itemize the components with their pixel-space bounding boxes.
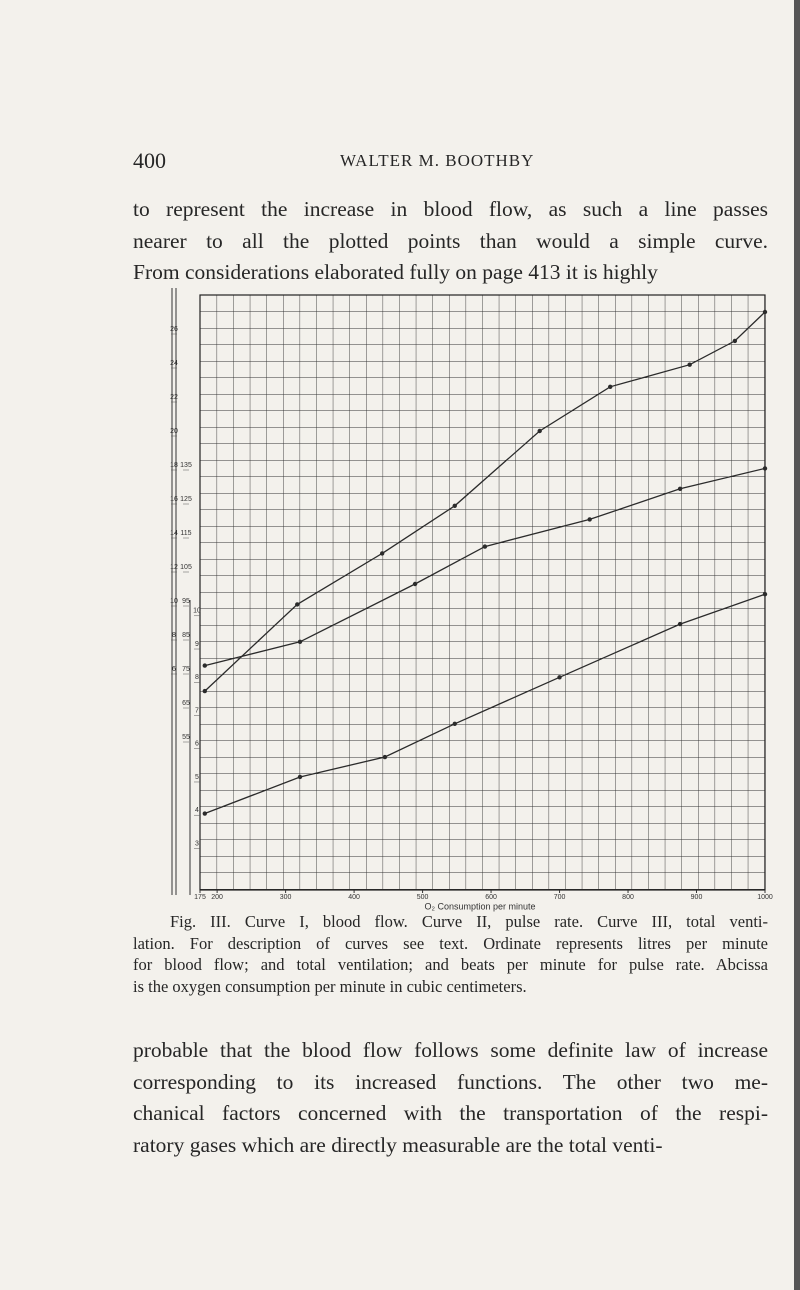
- y-tick-label: 7: [195, 707, 199, 714]
- data-point: [677, 621, 683, 627]
- data-point: [297, 639, 303, 644]
- x-tick-label: 1000: [757, 894, 773, 901]
- data-point: [482, 544, 488, 549]
- x-tick-label: 900: [691, 894, 703, 901]
- x-tick-label: 200: [211, 894, 223, 901]
- y-tick-label: 95: [182, 598, 190, 605]
- y-tick-label: 3: [195, 840, 199, 847]
- data-point: [608, 384, 613, 389]
- running-head: WALTER M. BOOTHBY: [340, 151, 535, 170]
- text-line: for blood flow; and total ventilation; a…: [133, 955, 768, 974]
- x-axis-label: O₂ Consumption per minute: [424, 901, 535, 911]
- y-tick-label: 22: [170, 394, 178, 401]
- y-tick-label: 6: [195, 741, 199, 748]
- y-tick-label: 24: [170, 360, 178, 367]
- y-tick-label: 125: [180, 496, 192, 503]
- y-tick-label: 55: [182, 734, 190, 741]
- x-tick-label: 600: [485, 894, 497, 901]
- text-line: is the oxygen consumption per minute in …: [133, 976, 527, 996]
- graph-paper: [199, 294, 766, 891]
- y-tick-label: 135: [180, 462, 192, 469]
- data-point: [412, 581, 418, 587]
- y-tick-label: 4: [195, 807, 199, 814]
- y-tick-label: 8: [172, 632, 176, 639]
- y-tick-label: 85: [182, 632, 190, 639]
- data-point: [202, 663, 207, 668]
- x-tick-label: 700: [554, 894, 566, 901]
- y-tick-label: 20: [170, 428, 178, 435]
- data-point: [557, 675, 562, 680]
- data-point: [762, 466, 768, 471]
- page-number: 400: [133, 148, 166, 173]
- y-tick-label: 10: [193, 608, 201, 615]
- y-tick-label: 14: [170, 530, 178, 537]
- y-tick-label: 16: [170, 496, 178, 503]
- y-tick-label: 5: [195, 774, 199, 781]
- data-point: [452, 721, 457, 726]
- data-point: [297, 774, 303, 780]
- text-line: ratory gases which are directly measurab…: [133, 1132, 663, 1157]
- y-tick-label: 6: [172, 666, 176, 673]
- y-tick-label: 8: [195, 674, 199, 681]
- text-line: Fig. III. Curve I, blood flow. Curve II,…: [170, 912, 768, 931]
- y-tick-label: 9: [195, 641, 199, 648]
- scan-edge: [794, 0, 800, 1290]
- x-tick-label: 175: [194, 894, 206, 901]
- text-line: probable that the blood flow follows som…: [133, 1038, 768, 1062]
- x-tick-label: 400: [348, 894, 360, 901]
- y-tick-label: 12: [170, 564, 178, 571]
- text-line: corresponding to its increased functions…: [133, 1069, 768, 1094]
- data-point: [677, 486, 683, 491]
- chart: O₂ Consumption per minute 175 200 300 400 50…: [170, 288, 773, 911]
- text-line: chanical factors concerned with the tran…: [133, 1101, 768, 1125]
- data-point: [382, 754, 388, 760]
- data-point: [537, 428, 542, 434]
- text-line: to represent the increase in blood flow,…: [133, 197, 768, 221]
- y-tick-label: 115: [180, 530, 191, 537]
- x-tick-label: 800: [622, 894, 634, 901]
- data-point: [732, 338, 738, 344]
- data-point: [202, 688, 207, 694]
- y-tick-label: 18: [170, 462, 178, 469]
- y-tick-label: 10: [170, 598, 178, 605]
- data-point: [202, 811, 207, 816]
- data-point: [379, 551, 385, 556]
- data-point: [687, 362, 692, 367]
- y-tick-label: 65: [182, 700, 190, 707]
- data-point: [762, 309, 768, 315]
- text-line: From considerations elaborated fully on …: [133, 260, 658, 284]
- data-point: [452, 503, 457, 508]
- y-tick-label: 75: [182, 666, 190, 673]
- x-tick-label: 300: [280, 894, 292, 901]
- data-point: [762, 591, 768, 597]
- text-line: nearer to all the plotted points than wo…: [133, 228, 768, 253]
- data-point: [295, 602, 300, 607]
- y-tick-label: 26: [170, 326, 178, 333]
- y-tick-label: 105: [180, 564, 192, 571]
- x-tick-label: 500: [417, 894, 429, 901]
- text-line: lation. For description of curves see te…: [133, 933, 768, 953]
- data-point: [587, 517, 592, 522]
